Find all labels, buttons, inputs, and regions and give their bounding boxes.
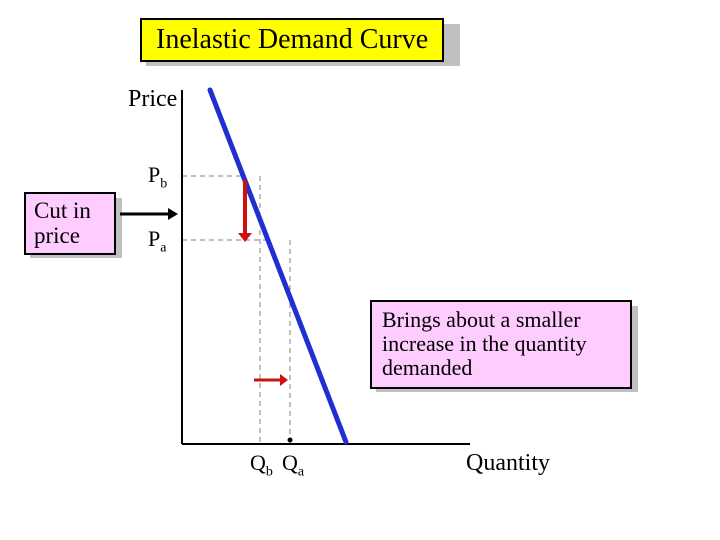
vert-arrow-head [238, 233, 252, 242]
cut-arrow-head [168, 208, 178, 220]
qa-dot [288, 438, 293, 443]
demand-line [210, 90, 346, 442]
horiz-arrow-head [280, 374, 288, 386]
graph-svg [0, 0, 720, 540]
